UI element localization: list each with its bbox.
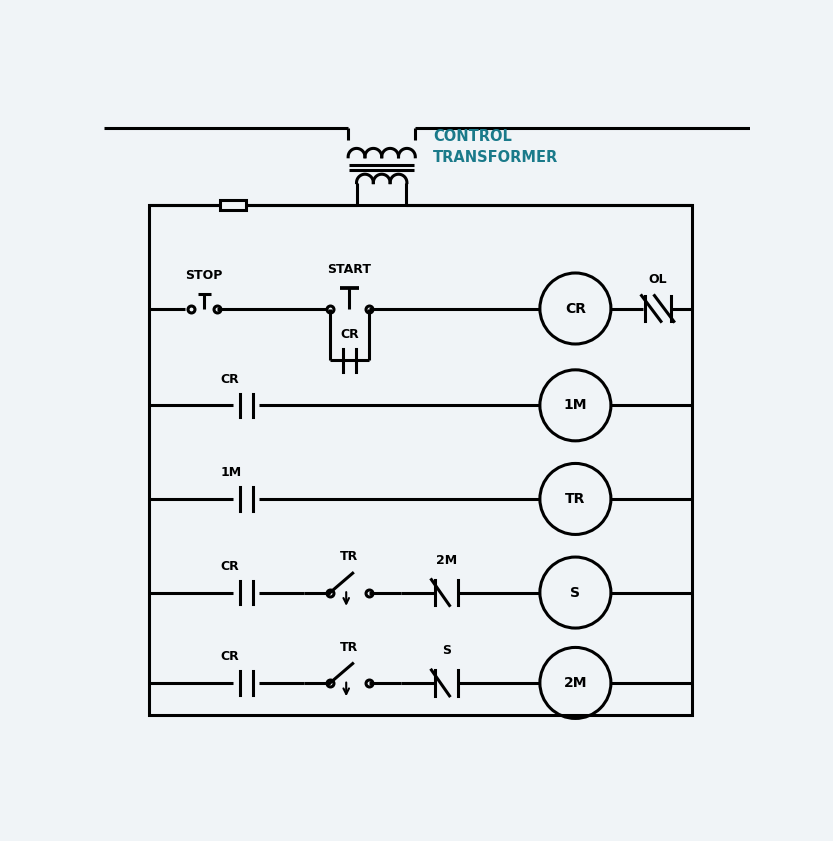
Text: OL: OL [648,272,667,286]
Text: START: START [327,263,372,276]
Text: 2M: 2M [436,553,456,567]
Text: S: S [571,585,581,600]
Text: CR: CR [220,560,239,573]
Text: TR: TR [341,550,358,563]
Text: CR: CR [340,327,359,341]
Text: 2M: 2M [564,676,587,690]
Text: TR: TR [341,641,358,653]
Text: CR: CR [565,302,586,315]
Text: CR: CR [220,650,239,664]
Text: 1M: 1M [220,467,242,479]
Text: CONTROL
TRANSFORMER: CONTROL TRANSFORMER [433,130,559,165]
Bar [220,200,247,210]
Text: TR: TR [566,492,586,506]
Bar [149,205,691,715]
Text: CR: CR [220,373,239,386]
Text: 1M: 1M [564,399,587,412]
Text: S: S [441,644,451,657]
Text: STOP: STOP [186,269,223,283]
